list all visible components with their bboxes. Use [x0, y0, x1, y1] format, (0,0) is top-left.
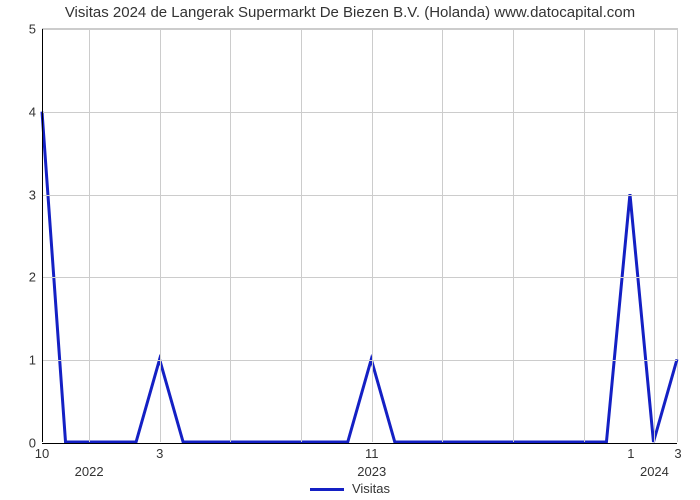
x-tick-label: 3 [156, 442, 163, 461]
chart-title: Visitas 2024 de Langerak Supermarkt De B… [0, 4, 700, 21]
gridline-v [654, 29, 655, 442]
x-year-label: 2023 [357, 442, 386, 479]
legend: Visitas [0, 481, 700, 496]
gridline-h [42, 277, 677, 278]
y-tick-label: 1 [29, 353, 42, 368]
y-tick-label: 3 [29, 187, 42, 202]
gridline-v [584, 29, 585, 442]
y-tick-label: 5 [29, 22, 42, 37]
gridline-h [42, 360, 677, 361]
chart-container: Visitas 2024 de Langerak Supermarkt De B… [0, 0, 700, 500]
gridline-h [42, 195, 677, 196]
gridline-v [160, 29, 161, 442]
gridline-v [89, 29, 90, 442]
legend-swatch [310, 488, 344, 491]
gridline-h [42, 29, 677, 30]
x-tick-label: 3 [674, 442, 681, 461]
gridline-v [442, 29, 443, 442]
gridline-v [513, 29, 514, 442]
gridline-v [230, 29, 231, 442]
x-year-label: 2022 [75, 442, 104, 479]
plot-area: 0123451031113202220232024 [42, 28, 678, 442]
gridline-v [372, 29, 373, 442]
gridline-h [42, 112, 677, 113]
gridline-v [301, 29, 302, 442]
y-tick-label: 4 [29, 104, 42, 119]
x-tick-label: 1 [627, 442, 634, 461]
gridline-v [42, 29, 43, 442]
legend-label: Visitas [352, 481, 390, 496]
x-year-label: 2024 [640, 442, 669, 479]
y-tick-label: 2 [29, 270, 42, 285]
x-tick-label: 10 [35, 442, 49, 461]
line-series [42, 29, 677, 442]
